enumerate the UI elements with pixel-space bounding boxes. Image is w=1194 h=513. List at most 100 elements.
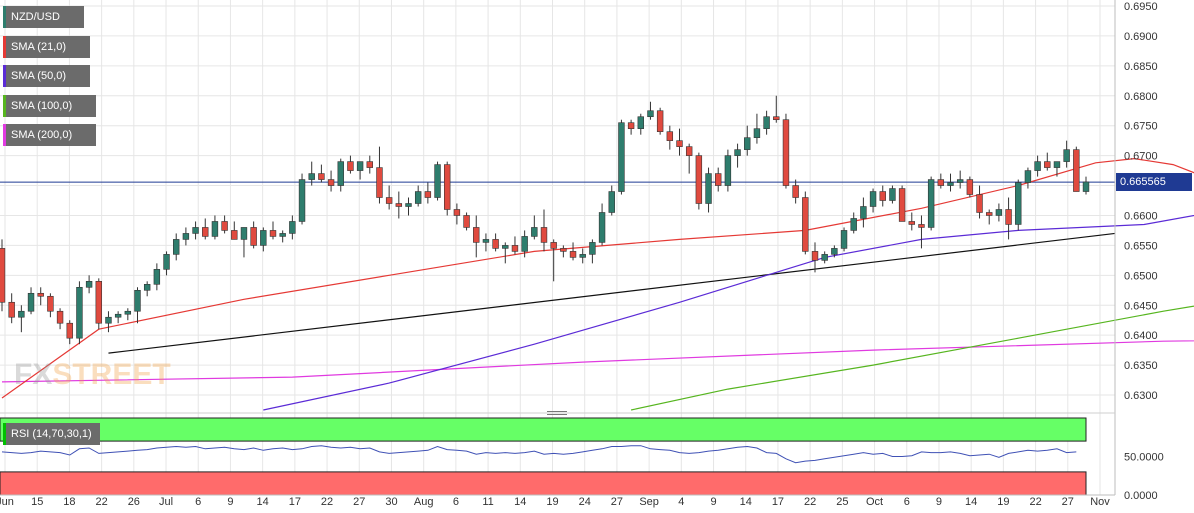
candle-body: [482, 239, 490, 243]
x-tick-label: 17: [772, 496, 784, 508]
candle-body: [734, 149, 741, 156]
rsi-legend[interactable]: RSI (14,70,30,1): [3, 423, 100, 445]
candle: [482, 233, 490, 252]
candle-body: [124, 310, 132, 315]
candle: [85, 275, 93, 294]
candle: [792, 179, 799, 204]
candle: [724, 149, 732, 192]
candle-body: [1044, 161, 1051, 168]
candle-body: [66, 322, 73, 339]
candle: [850, 212, 857, 234]
candle: [966, 176, 974, 198]
candle: [589, 239, 596, 264]
candle: [414, 185, 422, 207]
x-tick-label: 25: [836, 496, 848, 508]
x-tick-label: Aug: [414, 496, 434, 508]
candle-body: [511, 245, 519, 252]
rsi-tick-label: 0.0000: [1124, 490, 1158, 502]
candle: [753, 113, 761, 144]
candle: [337, 158, 344, 192]
candle: [744, 125, 751, 156]
candle-body: [908, 221, 915, 225]
candle: [105, 311, 112, 333]
last-price-tag: 0.665565: [1116, 173, 1192, 191]
x-tick-label: 27: [353, 496, 365, 508]
candle-body: [318, 173, 325, 180]
candle: [308, 161, 315, 186]
candle: [47, 293, 54, 318]
candle-body: [1005, 209, 1012, 225]
x-tick-label: 9: [710, 496, 716, 508]
x-tick-label: 22: [321, 496, 333, 508]
candle: [1015, 179, 1022, 231]
panel-resize-handle[interactable]: [547, 411, 567, 417]
legend-item-sma50[interactable]: SMA (50,0): [3, 65, 90, 87]
candle: [1034, 155, 1041, 177]
candle: [511, 236, 519, 255]
candle-body: [879, 191, 886, 201]
candle-body: [956, 179, 964, 183]
x-tick-label: 27: [611, 496, 623, 508]
candle-body: [1082, 181, 1090, 192]
candle-body: [1034, 161, 1041, 171]
x-tick-label: 14: [965, 496, 977, 508]
candle: [898, 185, 906, 222]
candle-body: [918, 224, 925, 228]
candle-body: [385, 197, 393, 204]
legend-item-sma200[interactable]: SMA (200,0): [3, 124, 96, 146]
candle-body: [637, 116, 644, 129]
candle-body: [579, 254, 586, 258]
trendline: [108, 232, 1116, 354]
candle-body: [327, 179, 335, 186]
legend-item-nzdusd[interactable]: NZD/USD: [3, 6, 84, 28]
candle-body: [560, 248, 567, 252]
candle: [1073, 146, 1080, 192]
legend-item-sma21[interactable]: SMA (21,0): [3, 35, 90, 58]
candle: [37, 287, 44, 306]
candle-body: [37, 292, 44, 297]
candle-body: [831, 248, 838, 255]
y-tick-label: 0.6750: [1124, 121, 1158, 133]
candle-body: [453, 209, 461, 216]
candle-body: [666, 131, 674, 141]
candle: [434, 161, 441, 201]
candle-body: [134, 289, 141, 312]
candle: [424, 182, 432, 204]
candle: [598, 203, 606, 246]
candle: [8, 293, 15, 324]
candle-body: [773, 116, 780, 121]
candle-body: [521, 236, 528, 252]
candle-body: [792, 185, 799, 198]
candle-body: [986, 212, 993, 216]
rsi-tick-label: 50.0000: [1124, 452, 1164, 464]
y-tick-label: 0.6500: [1124, 270, 1158, 282]
candle: [327, 170, 335, 192]
candle: [560, 245, 567, 258]
candle: [279, 230, 286, 243]
candle: [540, 209, 548, 252]
legend-label: NZD/USD: [11, 11, 60, 23]
candle: [173, 233, 180, 261]
candle-body: [502, 245, 509, 249]
candle: [695, 152, 703, 210]
candle-body: [869, 191, 877, 207]
candle: [1044, 152, 1051, 171]
legend-item-sma100[interactable]: SMA (100,0): [3, 94, 96, 117]
candle: [385, 185, 393, 210]
axes: Jun 15 18 22 26 Jul 6 9 14 17 22 27 30 Aug 6 11 14 19 24 27…: [0, 0, 1164, 508]
candle-body: [618, 122, 625, 192]
candle: [521, 230, 528, 258]
x-tick-label: 6: [904, 496, 910, 508]
x-tick-label: 9: [227, 496, 233, 508]
candle: [0, 239, 6, 312]
y-tick-label: 0.6950: [1124, 1, 1158, 13]
rsi-line: [1, 445, 1077, 464]
candle-body: [947, 182, 954, 186]
candle-body: [424, 191, 432, 198]
candle-body: [221, 221, 228, 231]
legend-swatch: [3, 6, 6, 28]
candle-body: [463, 215, 470, 228]
y-tick-label: 0.6850: [1124, 61, 1158, 73]
candle: [579, 248, 586, 264]
